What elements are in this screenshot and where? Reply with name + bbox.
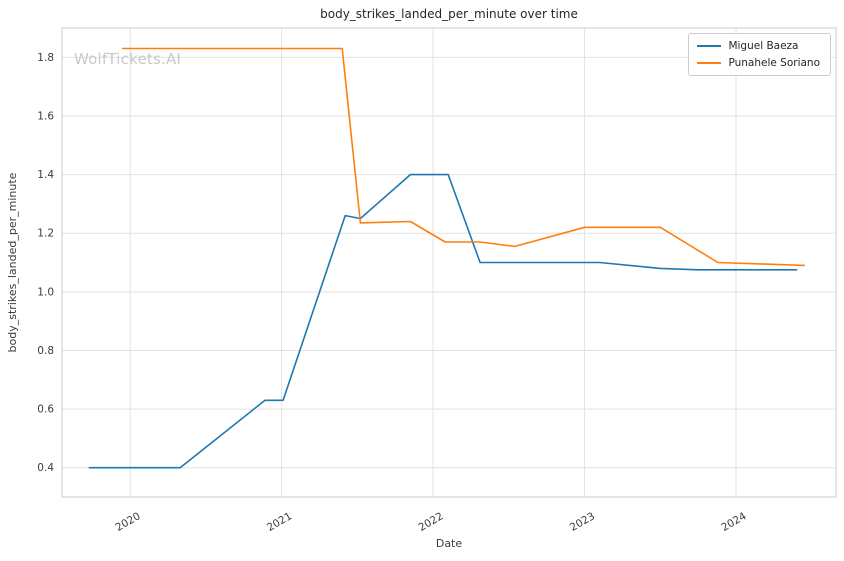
y-tick-label: 1.0 <box>37 286 54 298</box>
y-tick-label: 0.8 <box>37 345 54 357</box>
x-tick-label: 2023 <box>568 510 597 534</box>
plot-border <box>61 27 837 498</box>
x-tick-label: 2022 <box>416 510 445 534</box>
legend-entry: Miguel Baeza <box>697 40 820 52</box>
x-tick-label: 2024 <box>719 510 748 534</box>
legend-entry: Punahele Soriano <box>697 57 820 69</box>
legend-label: Miguel Baeza <box>728 40 799 52</box>
series-line-0 <box>88 173 798 469</box>
y-tick-label: 0.4 <box>37 462 54 474</box>
legend-line-swatch <box>697 45 722 47</box>
y-tick-label: 1.8 <box>37 52 54 64</box>
legend-line-swatch <box>697 62 722 64</box>
y-tick-label: 1.2 <box>37 228 54 240</box>
y-tick-label: 1.6 <box>37 110 54 122</box>
y-tick-label: 1.4 <box>37 169 54 181</box>
x-tick-label: 2021 <box>265 510 294 534</box>
x-tick-label: 2020 <box>114 510 143 534</box>
legend: Miguel Baeza Punahele Soriano <box>688 33 831 76</box>
legend-label: Punahele Soriano <box>728 57 820 69</box>
y-axis-label: body_strikes_landed_per_minute <box>6 172 19 352</box>
x-axis-label: Date <box>435 537 463 550</box>
y-tick-label: 0.6 <box>37 404 54 416</box>
watermark: WolfTickets.AI <box>74 50 182 68</box>
series-line-1 <box>121 47 806 267</box>
chart-title: body_strikes_landed_per_minute over time <box>320 7 578 21</box>
